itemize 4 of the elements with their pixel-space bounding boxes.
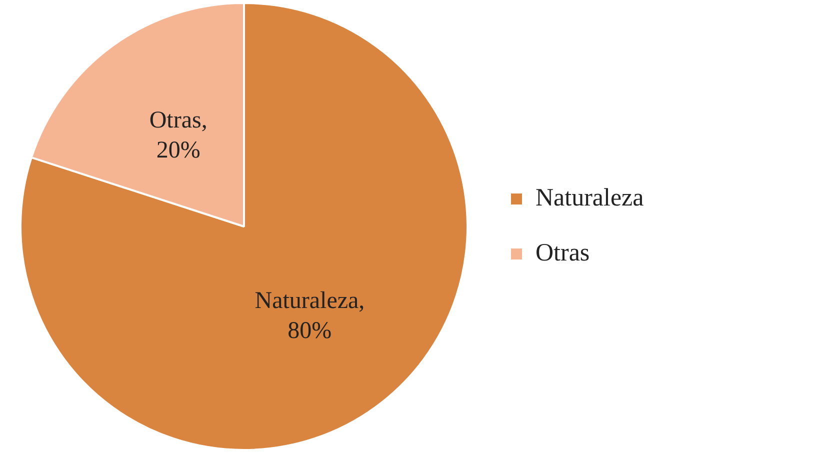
legend-label: Naturaleza [536,184,644,212]
data-label: Naturaleza, 80% [254,288,365,344]
legend-label: Otras [536,240,590,267]
data-label: Otras, 20% [149,107,208,164]
